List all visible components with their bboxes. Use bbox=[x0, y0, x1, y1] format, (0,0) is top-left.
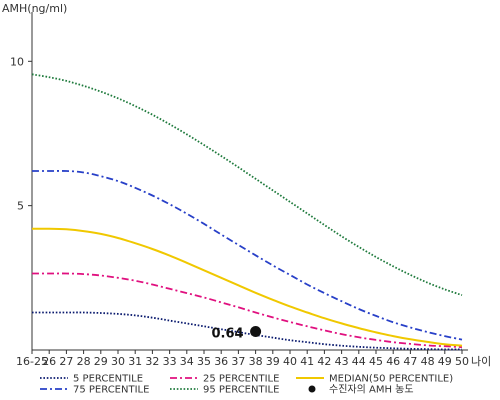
x-tick-label: 49 bbox=[438, 355, 452, 368]
legend-label-75-percentile: 75 PERCENTILE bbox=[73, 385, 149, 396]
x-tick-label: 33 bbox=[163, 355, 177, 368]
x-tick-label: 37 bbox=[231, 355, 245, 368]
legend-label-5-percentile: 5 PERCENTILE bbox=[73, 374, 143, 385]
series-line-5-percentile bbox=[32, 311, 463, 351]
x-tick-label: 36 bbox=[214, 355, 228, 368]
x-tick-label: 30 bbox=[111, 355, 125, 368]
patient-amh-value-label: 0.64 bbox=[212, 327, 244, 342]
x-tick-label: 39 bbox=[266, 355, 280, 368]
x-tick-label: 48 bbox=[421, 355, 435, 368]
series-line-median-50-percentile bbox=[32, 227, 463, 347]
x-tick-label: 45 bbox=[369, 355, 383, 368]
x-axis-label: 나이 bbox=[471, 355, 491, 368]
x-tick-label: 28 bbox=[77, 355, 91, 368]
legend-label-patient-amh: 수진자의 AMH 농도 bbox=[329, 384, 414, 396]
x-tick-label: 50 bbox=[455, 355, 469, 368]
legend-label-median-50-percentile: MEDIAN(50 PERCENTILE) bbox=[329, 374, 453, 385]
legend-swatch-patient-amh bbox=[308, 385, 316, 393]
series-line-95-percentile bbox=[31, 73, 463, 296]
y-axis-label: AMH(ng/ml) bbox=[2, 2, 67, 15]
x-tick-label: 40 bbox=[283, 355, 297, 368]
legend-label-95-percentile: 95 PERCENTILE bbox=[203, 385, 279, 396]
series-line-25-percentile bbox=[32, 272, 463, 348]
x-tick-label: 16-25 bbox=[16, 355, 48, 368]
y-tick-label: 10 bbox=[10, 55, 24, 68]
x-tick-label: 42 bbox=[317, 355, 331, 368]
x-tick-label: 35 bbox=[197, 355, 211, 368]
x-tick-label: 38 bbox=[249, 355, 263, 368]
x-tick-label: 34 bbox=[180, 355, 194, 368]
x-tick-label: 32 bbox=[145, 355, 159, 368]
patient-amh-marker bbox=[250, 326, 262, 338]
x-tick-label: 41 bbox=[300, 355, 314, 368]
series-line-75-percentile bbox=[31, 170, 463, 341]
x-tick-label: 47 bbox=[403, 355, 417, 368]
x-tick-label: 26 bbox=[42, 355, 56, 368]
x-tick-label: 31 bbox=[128, 355, 142, 368]
x-tick-label: 46 bbox=[386, 355, 400, 368]
x-tick-label: 29 bbox=[94, 355, 108, 368]
x-tick-label: 44 bbox=[352, 355, 366, 368]
x-tick-label: 27 bbox=[59, 355, 73, 368]
y-tick-label: 5 bbox=[17, 200, 24, 213]
x-tick-label: 43 bbox=[335, 355, 349, 368]
legend-label-25-percentile: 25 PERCENTILE bbox=[203, 374, 279, 385]
